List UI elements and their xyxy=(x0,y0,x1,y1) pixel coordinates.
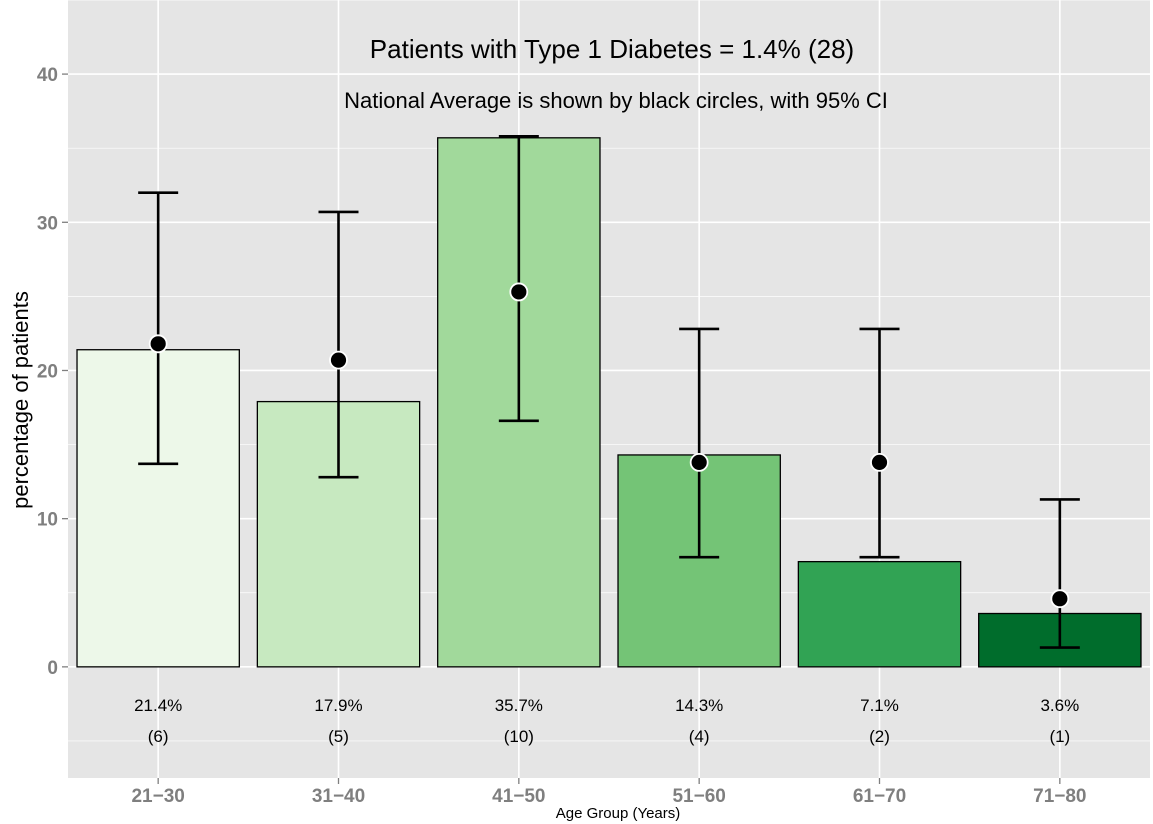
y-axis-label: percentage of patients xyxy=(8,291,33,509)
national-average-point xyxy=(509,282,529,302)
national-average-point xyxy=(329,350,348,370)
grid-minor xyxy=(68,0,1150,742)
x-tick-label: 41−50 xyxy=(492,786,545,807)
x-tick-label: 51−60 xyxy=(672,786,725,807)
error-bars xyxy=(138,135,1080,649)
count-label: (5) xyxy=(328,727,349,746)
national-average-points xyxy=(148,282,1070,609)
chart-panel xyxy=(68,0,1150,778)
value-label: 35.7% xyxy=(495,696,543,715)
count-label: (10) xyxy=(504,727,534,746)
national-average-point xyxy=(689,452,709,472)
value-label: 14.3% xyxy=(675,696,723,715)
national-average-point xyxy=(1050,589,1070,609)
y-tick-label: 40 xyxy=(37,65,58,86)
x-tick-label: 31−40 xyxy=(312,786,365,807)
count-label: (6) xyxy=(148,727,169,746)
y-tick-label: 0 xyxy=(47,658,58,679)
y-tick-label: 30 xyxy=(37,213,58,234)
bar xyxy=(797,560,962,668)
y-tick-label: 20 xyxy=(37,361,58,382)
x-tick-label: 61−70 xyxy=(853,786,906,807)
count-label: (1) xyxy=(1049,727,1070,746)
x-tick-label: 71−80 xyxy=(1033,786,1086,807)
chart-subtitle: National Average is shown by black circl… xyxy=(344,88,888,113)
value-label: 3.6% xyxy=(1040,696,1079,715)
x-axis-label: Age Group (Years) xyxy=(556,805,681,822)
x-axis-ticks: 21−30 31−40 41−50 51−60 61−70 71−80 xyxy=(131,778,1087,807)
value-label: 17.9% xyxy=(314,696,362,715)
national-average-point xyxy=(870,452,889,472)
value-label: 7.1% xyxy=(860,696,899,715)
national-average-point xyxy=(148,334,168,354)
value-label: 21.4% xyxy=(134,696,182,715)
y-tick-label: 10 xyxy=(37,510,58,531)
y-axis-ticks: 0 10 20 30 40 xyxy=(37,65,68,679)
chart-title: Patients with Type 1 Diabetes = 1.4% (28… xyxy=(370,34,854,64)
count-label: (4) xyxy=(689,727,710,746)
count-label: (2) xyxy=(869,727,890,746)
x-tick-label: 21−30 xyxy=(131,786,184,807)
value-labels: 21.4% (6) 17.9% (5) 35.7% (10) 14.3% (4) 7.1% (2)… xyxy=(134,696,1079,746)
